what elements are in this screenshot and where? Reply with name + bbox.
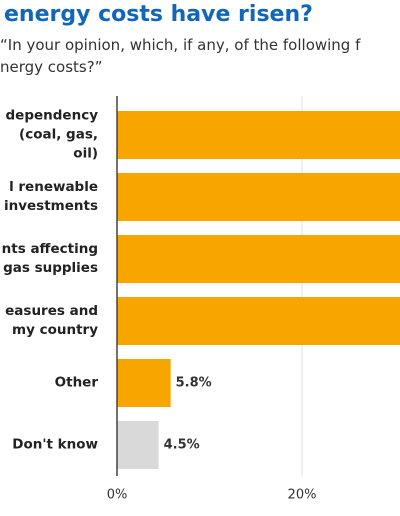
bar bbox=[117, 111, 400, 159]
category-label: l renewable investments bbox=[3, 179, 98, 214]
chart-subtitle: nergy costs?” bbox=[0, 58, 103, 76]
category-label: Don't know bbox=[12, 436, 98, 453]
bar bbox=[117, 297, 400, 345]
category-label: easures and my country bbox=[5, 303, 98, 338]
bar bbox=[117, 173, 400, 221]
category-label: Other bbox=[54, 374, 98, 391]
chart-subtitle: “In your opinion, which, if any, of the … bbox=[0, 36, 361, 54]
x-tick-label: 20% bbox=[288, 488, 317, 503]
value-label: 4.5% bbox=[164, 438, 200, 453]
bar bbox=[117, 235, 400, 283]
category-label: nts affecting gas supplies bbox=[1, 241, 98, 276]
x-tick-label: 0% bbox=[107, 488, 128, 503]
bar bbox=[117, 421, 159, 469]
value-label: 5.8% bbox=[176, 376, 212, 391]
bar bbox=[117, 359, 171, 407]
category-label: dependency (coal, gas, oil) bbox=[5, 107, 98, 162]
chart-title: energy costs have risen? bbox=[4, 2, 313, 27]
